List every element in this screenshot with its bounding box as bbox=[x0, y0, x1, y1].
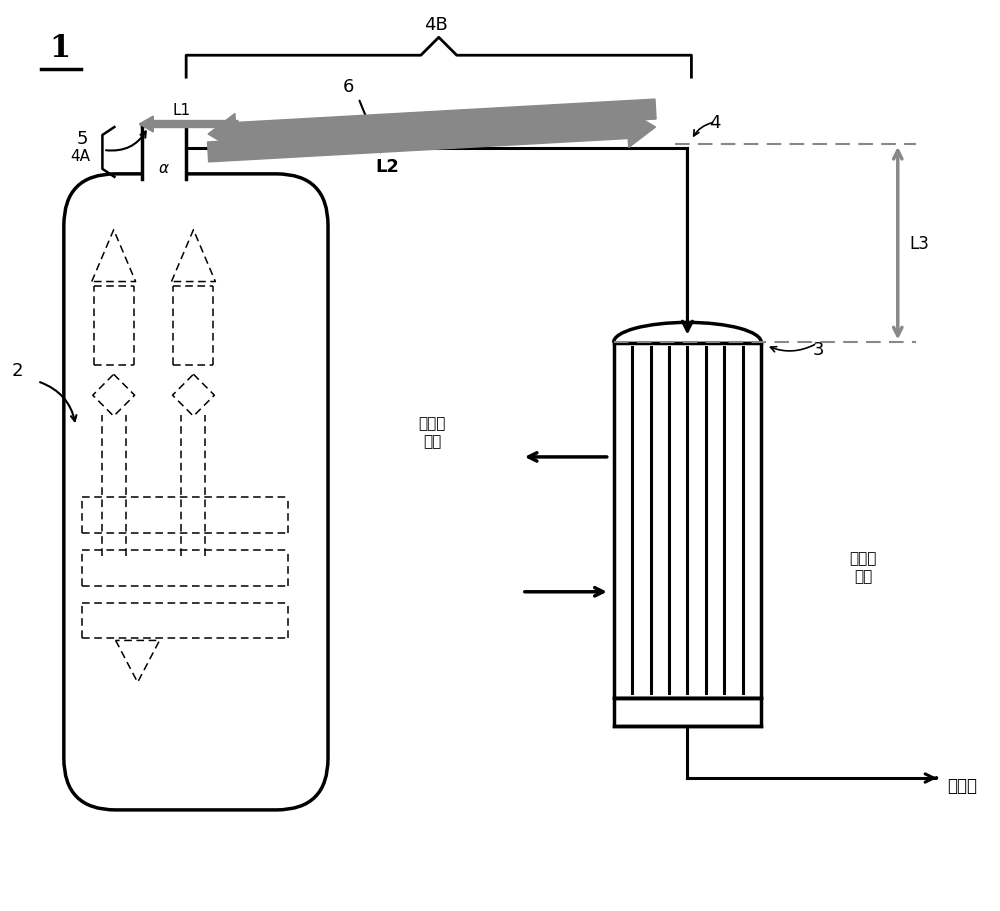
Text: 2: 2 bbox=[11, 363, 23, 380]
Text: 4A: 4A bbox=[71, 148, 91, 164]
Text: α: α bbox=[158, 161, 168, 176]
Text: 5: 5 bbox=[76, 130, 88, 148]
Text: 4: 4 bbox=[709, 114, 721, 132]
Text: 1: 1 bbox=[49, 33, 71, 64]
FancyBboxPatch shape bbox=[64, 174, 328, 810]
Text: 制冷剂
入口: 制冷剂 入口 bbox=[849, 551, 877, 584]
Polygon shape bbox=[142, 125, 186, 179]
Text: 3: 3 bbox=[813, 342, 825, 359]
Text: 骄冷塔: 骄冷塔 bbox=[948, 777, 978, 795]
Polygon shape bbox=[208, 99, 656, 151]
Text: 6: 6 bbox=[342, 78, 354, 97]
Text: L3: L3 bbox=[910, 235, 930, 253]
Bar bbox=[614, 698, 761, 726]
Bar bbox=[614, 343, 761, 698]
Text: L1: L1 bbox=[172, 103, 190, 118]
Text: 4B: 4B bbox=[424, 16, 448, 35]
Polygon shape bbox=[208, 109, 656, 162]
Text: 制冷剂
出口: 制冷剂 出口 bbox=[419, 416, 446, 449]
Text: L2: L2 bbox=[375, 158, 399, 176]
Polygon shape bbox=[139, 116, 238, 132]
